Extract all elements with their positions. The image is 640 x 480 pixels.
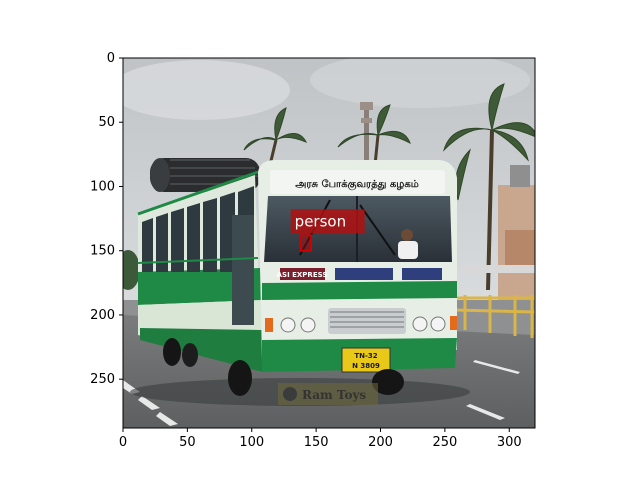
route-board-text: ASI EXPRESS	[277, 271, 328, 279]
x-tick-label: 0	[119, 435, 127, 450]
detection-label-background	[290, 209, 365, 234]
plate-bottom-text: N 3809	[352, 362, 380, 370]
axes-frame	[122, 57, 536, 429]
x-tick-label: 150	[304, 435, 329, 450]
front-sign-text: அரசு போக்குவரத்து கழகம்	[295, 178, 419, 191]
wheel	[182, 343, 198, 367]
front-sign	[270, 170, 445, 194]
detection-box	[299, 234, 312, 252]
x-tick-label: 300	[497, 435, 522, 450]
cloud	[310, 58, 530, 108]
y-tick-label: 200	[90, 308, 115, 323]
watermark-text: Ram Toys	[302, 388, 366, 402]
x-tick-label: 250	[432, 435, 457, 450]
headlight	[412, 316, 428, 332]
x-tick-label: 50	[179, 435, 196, 450]
x-tick-label: 100	[239, 435, 264, 450]
detection: person	[290, 209, 365, 252]
headlight	[280, 317, 296, 333]
indicator	[450, 316, 457, 330]
y-tick-label: 50	[98, 115, 115, 130]
detection-label: person	[295, 212, 346, 230]
driver	[401, 229, 413, 241]
route-board-right	[402, 268, 442, 280]
x-tick-label: 200	[368, 435, 393, 450]
building	[462, 165, 535, 300]
palm-trees	[243, 83, 535, 291]
door	[232, 215, 254, 325]
bus-side-lower	[138, 300, 262, 330]
headlight	[430, 316, 446, 332]
bus-side-stripe	[138, 268, 262, 305]
license-plate	[341, 347, 391, 373]
route-board-middle	[335, 268, 393, 280]
wheel	[372, 369, 404, 395]
wheel	[163, 338, 181, 366]
plate-top-text: TN-32	[354, 352, 377, 360]
y-axis: 0 50 100 150 200 250	[90, 51, 123, 387]
wheel	[228, 360, 252, 396]
y-tick-label: 0	[107, 51, 115, 66]
photo: அரசு போக்குவரத்து கழகம் ASI EXPRESS	[123, 58, 535, 428]
bush	[123, 250, 140, 290]
y-tick-label: 150	[90, 244, 115, 259]
cloud	[123, 60, 290, 120]
indicator	[265, 318, 273, 332]
railing	[454, 295, 535, 338]
front-stripe	[262, 281, 457, 300]
tower	[360, 102, 373, 165]
y-tick-label: 100	[90, 179, 115, 194]
x-axis: 0 50 100 150 200 250 300	[119, 428, 522, 450]
route-board-left	[280, 268, 325, 280]
headlight	[300, 317, 316, 333]
y-tick-label: 250	[90, 372, 115, 387]
watermark: Ram Toys	[278, 383, 378, 405]
